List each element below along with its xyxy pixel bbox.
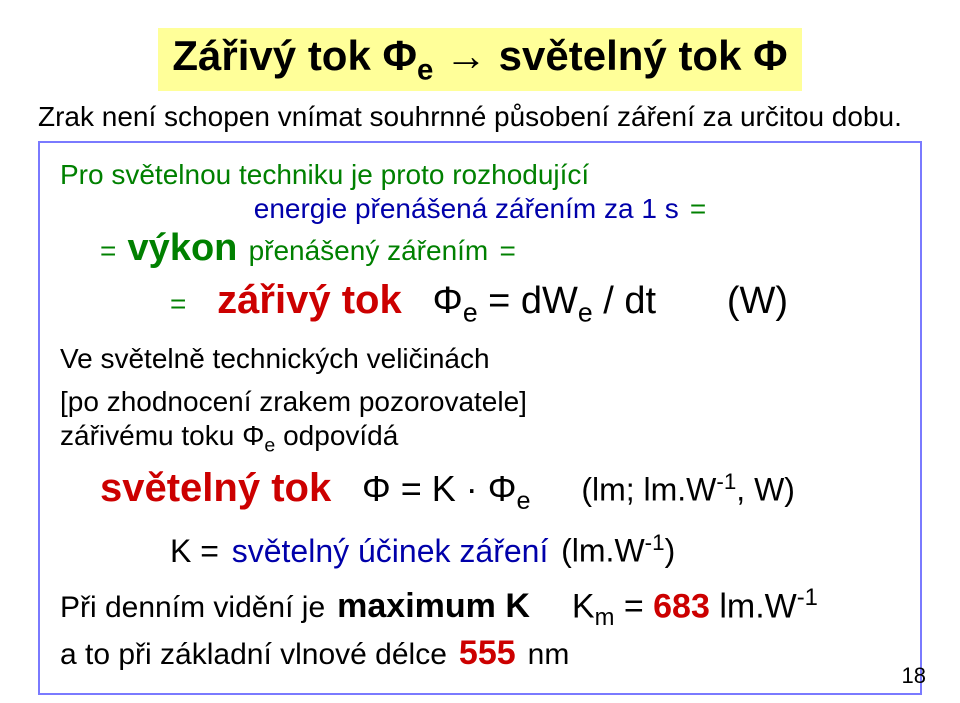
m9a: Při denním vidění je xyxy=(60,591,325,625)
eq1: = xyxy=(690,193,706,225)
content-frame: Pro světelnou techniku je proto rozhoduj… xyxy=(38,141,922,694)
eq-left2: = xyxy=(170,288,186,320)
m9b: maximum K xyxy=(337,587,530,626)
phi1-sub: e xyxy=(463,298,478,328)
slide-page: Zářivý tok Φe → světelný tok Φ Zrak není… xyxy=(0,0,960,703)
title-part1: Zářivý tok Φ xyxy=(172,32,417,79)
phiK-sub: e xyxy=(517,487,531,515)
eq-right1: = xyxy=(499,235,515,267)
odpovida-line: zářivému toku Φe odpovídá xyxy=(60,420,900,458)
Km-val: 683 xyxy=(644,587,710,625)
Km-unit: lm.W xyxy=(710,587,797,625)
vykon-rest: přenášený zářením xyxy=(249,235,489,267)
maximum-line: Při denním vidění je maximum K Km = 683 … xyxy=(60,584,900,632)
vel-a: Ve světelně technických veličinách xyxy=(60,343,490,375)
dW: = dW xyxy=(478,280,578,322)
k8d: ) xyxy=(665,533,676,569)
odp-sub: e xyxy=(264,435,275,457)
svetelny-tok-line: světelný tok Φ = K · Φe (lm; lm.W-1, W) xyxy=(60,466,900,516)
Km-unit-sup: -1 xyxy=(797,584,818,611)
page-number: 18 xyxy=(902,663,926,689)
page-title: Zářivý tok Φe → světelný tok Φ xyxy=(158,28,801,91)
u7c-sup: -1 xyxy=(716,469,736,494)
K-desc: světelný účinek záření xyxy=(232,533,549,570)
Km-eq: = xyxy=(614,587,643,625)
wavelength-line: a to při základní vlnové délce 555 nm xyxy=(60,634,900,673)
u7c: (lm; lm.W xyxy=(581,472,716,508)
zarivy-tok: zářivý tok xyxy=(217,278,402,323)
K-unit: (lm.W-1) xyxy=(561,530,675,570)
unit-W: (W) xyxy=(727,280,788,323)
phi-K-expr: Φ = K · Φe xyxy=(362,468,531,516)
title-sub-e: e xyxy=(417,53,433,86)
vel-b: [po zhodnocení zrakem pozorovatele] xyxy=(60,386,527,418)
odp-a: zářivému toku Φ xyxy=(60,420,264,451)
dW-sub: e xyxy=(578,298,593,328)
vykon-word: výkon xyxy=(128,227,238,270)
w10a: a to při základní vlnové délce xyxy=(60,638,447,672)
energy-text: energie přenášená zářením za 1 s xyxy=(254,193,679,225)
subtitle: Zrak není schopen vnímat souhrnné působe… xyxy=(38,101,922,133)
intro-line: Pro světelnou techniku je proto rozhoduj… xyxy=(60,159,900,191)
odp-b: odpovídá xyxy=(275,420,398,451)
phiK: Φ = K · Φ xyxy=(362,468,516,509)
w10b: 555 xyxy=(459,634,516,673)
per-dt: / dt xyxy=(593,280,656,322)
Km-sub: m xyxy=(595,604,615,631)
energy-line: energie přenášená zářením za 1 s = xyxy=(60,193,900,225)
k8c-sup: -1 xyxy=(645,530,665,555)
Km-expr: Km = 683 lm.W-1 xyxy=(572,584,818,632)
eq-left1: = xyxy=(100,235,116,267)
phi1: Φ xyxy=(432,280,462,322)
title-part2: → světelný tok Φ xyxy=(433,32,787,79)
w10c: nm xyxy=(528,638,570,672)
Keq: K = xyxy=(170,533,219,570)
unit-lm: (lm; lm.W-1, W) xyxy=(581,469,795,509)
svetelny-tok: světelný tok xyxy=(100,466,331,511)
zarivy-tok-line: = zářivý tok Φe = dWe / dt (W) xyxy=(60,278,900,329)
k8c: (lm.W xyxy=(561,533,645,569)
K-def-line: K = světelný účinek záření (lm.W-1) xyxy=(60,530,900,570)
vykon-line: = výkon přenášený zářením = xyxy=(60,227,900,270)
vel-line: Ve světelně technických veličinách [po z… xyxy=(60,343,900,418)
u7d: , W) xyxy=(736,472,795,508)
phi-e-expr: Φe = dWe / dt xyxy=(432,280,656,329)
Km: K xyxy=(572,587,595,625)
title-wrap: Zářivý tok Φe → světelný tok Φ xyxy=(38,28,922,91)
